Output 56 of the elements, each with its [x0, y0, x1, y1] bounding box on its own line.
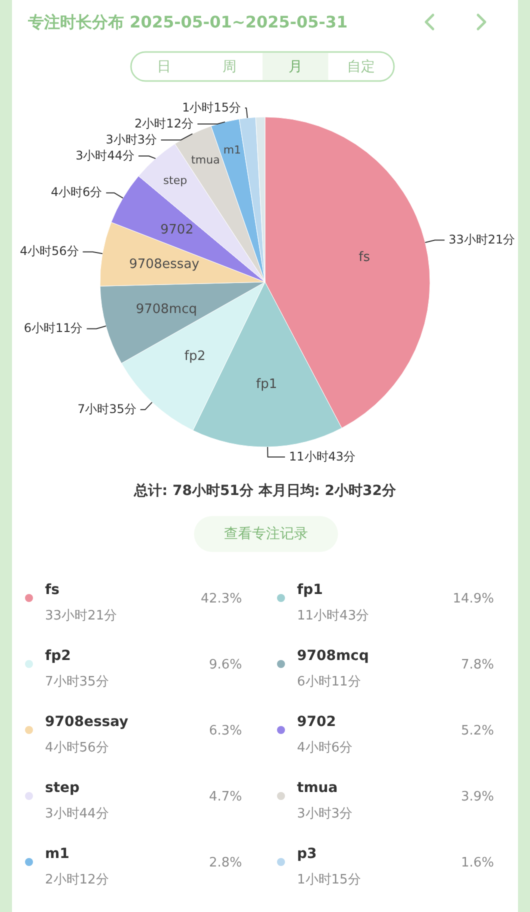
slice-label: tmua — [191, 153, 220, 167]
slice-label: fp2 — [184, 349, 206, 364]
text: 4小时6分 — [297, 740, 353, 756]
legend-label: step — [45, 780, 80, 796]
text: 11小时43分 — [297, 608, 370, 624]
data-label: 42.3% — [200, 592, 242, 607]
slice-label: step — [163, 174, 188, 187]
legend-label: 9702 — [297, 714, 336, 730]
legend-label: m1 — [45, 846, 70, 862]
slice-label: 9708mcq — [136, 302, 197, 317]
data-label: 2.8% — [208, 856, 242, 871]
chart-title: 专注时长分布 2025-05-01~2025-05-31 — [27, 12, 348, 32]
slice-label: m1 — [223, 144, 242, 157]
text: 7小时35分 — [45, 674, 109, 690]
text: 3小时44分 — [76, 148, 134, 162]
legend-label: p3 — [297, 846, 317, 862]
text: 月 — [288, 58, 302, 75]
legend-label: 9708essay — [45, 714, 128, 730]
text: 1小时15分 — [297, 872, 361, 888]
data-label: 9.6% — [208, 658, 242, 673]
text: 3小时3分 — [297, 806, 353, 822]
text: 3小时44分 — [45, 806, 109, 822]
data-label: 7.8% — [460, 658, 494, 673]
data-label: 4.7% — [208, 790, 242, 805]
text: 6小时11分 — [24, 320, 83, 335]
text: 4小时56分 — [45, 740, 109, 756]
text: 7小时35分 — [77, 402, 136, 416]
text: 4小时56分 — [20, 244, 79, 258]
data-label: 1.6% — [460, 856, 494, 871]
data-label: 14.9% — [452, 592, 494, 607]
text: 33小时21分 — [448, 232, 516, 246]
slice-label: 9702 — [160, 222, 194, 238]
text: 33小时21分 — [45, 608, 118, 624]
text: 1小时15分 — [182, 100, 241, 114]
legend-label: fp2 — [45, 648, 71, 664]
data-label: 5.2% — [460, 724, 494, 739]
slice-label: 9708essay — [129, 256, 200, 272]
data-label: 6.3% — [208, 724, 242, 739]
text: 自定 — [347, 58, 376, 75]
legend-label: fs — [45, 582, 60, 598]
data-label: 3.9% — [460, 790, 494, 805]
slice-label: fp1 — [256, 376, 278, 392]
text: 4小时6分 — [50, 185, 102, 200]
text: 2小时12分 — [45, 872, 109, 888]
text: 6小时11分 — [297, 674, 361, 690]
text: 3小时3分 — [106, 132, 157, 146]
text: 日 — [156, 58, 171, 75]
legend-label: fp1 — [297, 582, 323, 598]
text: 2小时12分 — [134, 116, 194, 130]
slice-label: fs — [358, 250, 370, 266]
text: 总计: 78小时51分 本月日均: 2小时32分 — [132, 482, 397, 499]
text: 查看专注记录 — [224, 526, 308, 542]
text: 周 — [222, 58, 237, 75]
legend-label: tmua — [297, 780, 338, 796]
text: 11小时43分 — [289, 449, 356, 464]
legend-label: 9708mcq — [297, 648, 369, 664]
